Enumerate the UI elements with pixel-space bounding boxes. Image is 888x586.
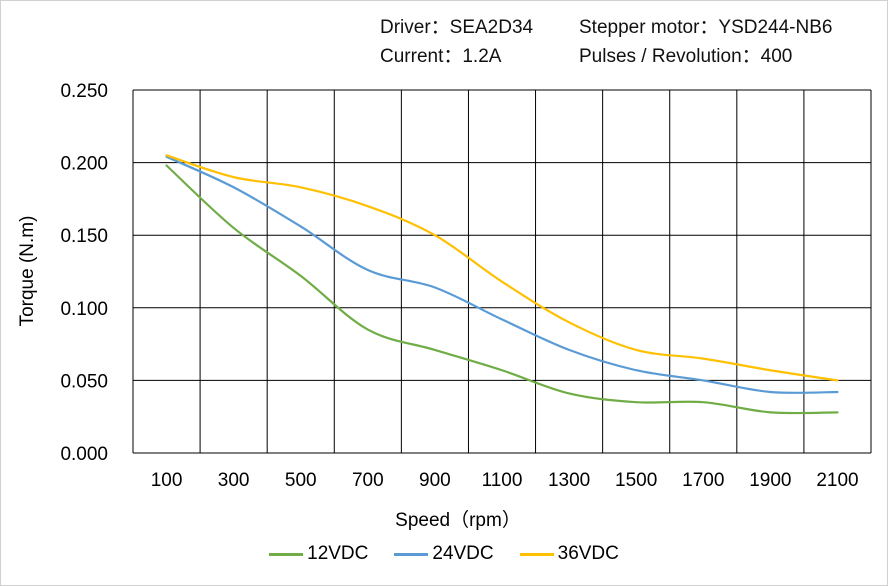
legend-item-12vdc: 12VDC	[269, 543, 368, 565]
legend-label: 36VDC	[557, 543, 619, 564]
y-tick-label: 0.000	[60, 444, 108, 465]
x-axis-label: Speed（rpm）	[395, 509, 521, 531]
legend: 12VDC 24VDC 36VDC	[0, 543, 888, 565]
x-axis-ticks: 100 300 500 700 900 1100 1300 1500 1700 1900 2100	[151, 470, 859, 491]
legend-swatch	[394, 552, 429, 556]
x-tick-label: 1700	[682, 470, 724, 491]
x-tick-label: 100	[151, 470, 183, 491]
y-tick-label: 0.050	[60, 371, 108, 392]
x-tick-label: 1300	[548, 470, 590, 491]
x-tick-label: 900	[419, 470, 451, 491]
legend-label: 12VDC	[307, 543, 369, 564]
series-line-36vdc	[165, 154, 839, 382]
motor-info: Stepper motor：YSD244-NB6	[579, 17, 833, 38]
legend-item-24vdc: 24VDC	[394, 543, 494, 565]
y-tick-label: 0.250	[60, 81, 108, 102]
y-tick-label: 0.100	[60, 299, 108, 320]
pulses-info: Pulses / Revolution：400	[579, 46, 793, 67]
series-line-12vdc	[165, 164, 839, 415]
y-axis-ticks: 0.000 0.050 0.100 0.150 0.200 0.250	[60, 81, 108, 465]
y-tick-label: 0.150	[60, 226, 108, 247]
legend-swatch	[519, 552, 554, 556]
legend-item-36vdc: 36VDC	[519, 543, 619, 565]
x-tick-label: 700	[352, 470, 384, 491]
current-info: Current：1.2A	[380, 46, 502, 67]
x-tick-label: 1900	[749, 470, 791, 491]
x-tick-label: 1100	[482, 470, 523, 491]
series-lines	[165, 154, 839, 415]
legend-swatch	[269, 552, 304, 556]
legend-label: 24VDC	[432, 543, 494, 564]
x-tick-label: 300	[218, 470, 250, 491]
driver-info: Driver：SEA2D34	[380, 17, 534, 38]
series-line-24vdc	[165, 155, 839, 394]
grid	[132, 89, 872, 454]
y-tick-label: 0.200	[60, 154, 108, 175]
x-tick-label: 2100	[816, 470, 858, 491]
x-tick-label: 500	[285, 470, 317, 491]
y-axis-label: Torque (N.m)	[17, 216, 38, 327]
x-tick-label: 1500	[615, 470, 657, 491]
